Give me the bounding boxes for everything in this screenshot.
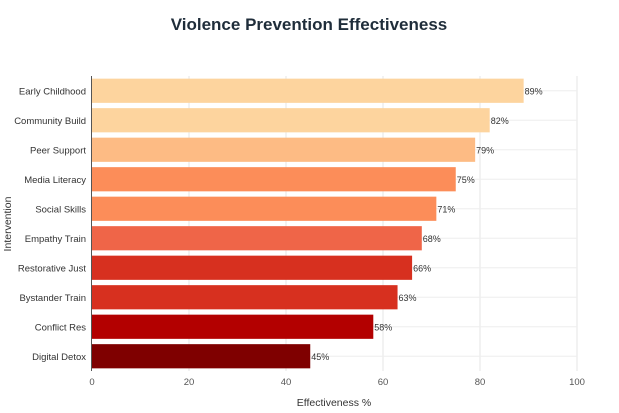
x-tick-labels: 0 20 40 60 80 100 [89, 377, 585, 388]
bar [92, 344, 311, 369]
bar [92, 285, 398, 310]
x-tick-label: 40 [281, 377, 292, 388]
data-label: 45% [311, 352, 329, 362]
bar [92, 196, 437, 221]
x-tick-label: 0 [89, 377, 94, 388]
data-labels: 89% 82% 79% 75% 71% 68% 66% 63% 58% 45% [311, 86, 542, 362]
bar [92, 314, 374, 339]
y-tick-label: Conflict Res [35, 322, 86, 333]
data-label: 79% [476, 145, 494, 155]
y-tick-label: Media Literacy [24, 175, 86, 186]
x-axis-label: Effectiveness % [297, 397, 372, 409]
y-tick-label: Social Skills [35, 204, 86, 215]
data-label: 89% [525, 86, 543, 96]
data-label: 63% [399, 293, 417, 303]
data-label: 82% [491, 116, 509, 126]
y-tick-label: Bystander Train [19, 293, 86, 304]
bar [92, 137, 476, 162]
bars [92, 78, 524, 369]
bar [92, 78, 524, 103]
y-tick-label: Early Childhood [19, 86, 86, 97]
y-tick-label: Restorative Just [18, 263, 86, 274]
bar [92, 226, 422, 251]
y-axis-label: Intervention [2, 196, 14, 251]
x-tick-label: 60 [378, 377, 389, 388]
bar [92, 167, 456, 192]
y-tick-label: Peer Support [30, 145, 86, 156]
x-tick-label: 20 [184, 377, 195, 388]
bar [92, 108, 490, 133]
chart-title: Violence Prevention Effectiveness [171, 15, 448, 34]
y-tick-label: Digital Detox [32, 352, 86, 363]
y-tick-label: Empathy Train [25, 234, 86, 245]
data-label: 75% [457, 175, 475, 185]
y-tick-label: Community Build [14, 116, 86, 127]
x-tick-label: 100 [569, 377, 585, 388]
data-label: 68% [423, 234, 441, 244]
data-label: 66% [413, 263, 431, 273]
data-label: 71% [437, 204, 455, 214]
y-tick-labels: Early Childhood Community Build Peer Suppo… [14, 86, 86, 363]
data-label: 58% [374, 322, 392, 332]
bar [92, 255, 413, 280]
x-tick-label: 80 [475, 377, 486, 388]
